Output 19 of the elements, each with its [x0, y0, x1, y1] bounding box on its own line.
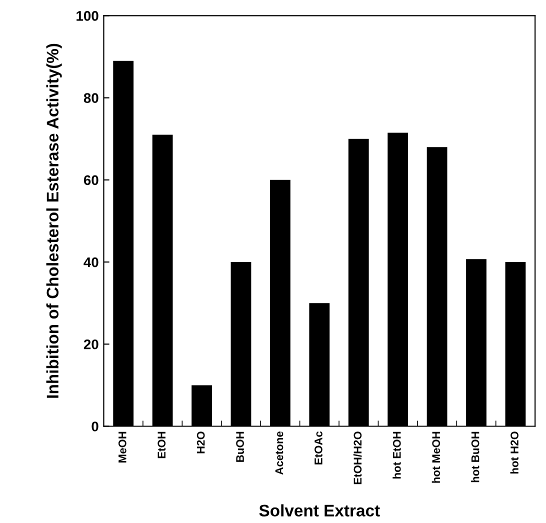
x-tick-label: EtOAc [314, 431, 322, 464]
x-axis-title: Solvent Extract [259, 504, 380, 517]
x-tick-label: hot MeOH [432, 432, 440, 483]
x-tick-label: MeOH [118, 432, 126, 462]
y-tick-label: 100 [76, 11, 98, 21]
y-tick-label: 20 [84, 339, 98, 350]
y-tick-label: 40 [84, 257, 98, 268]
x-tick-label: BuOH [236, 432, 244, 462]
x-tick-label: EtOH [158, 432, 166, 458]
y-tick-label: 0 [92, 422, 98, 432]
x-tick-label: Acetone [275, 431, 284, 475]
x-tick-label: hot BuOH [471, 432, 480, 482]
x-tick-label: hot H2O [510, 432, 518, 474]
x-tick-label: H2O [196, 432, 205, 454]
y-axis-title: Inhibition of Cholesterol Esterase Activity(%) [46, 44, 62, 398]
x-tick-label: hot EtOH [392, 432, 401, 478]
y-tick-label: 60 [84, 175, 98, 186]
x-tick-label: EtOH/H2O [353, 432, 362, 484]
y-tick-label: 80 [84, 93, 98, 103]
